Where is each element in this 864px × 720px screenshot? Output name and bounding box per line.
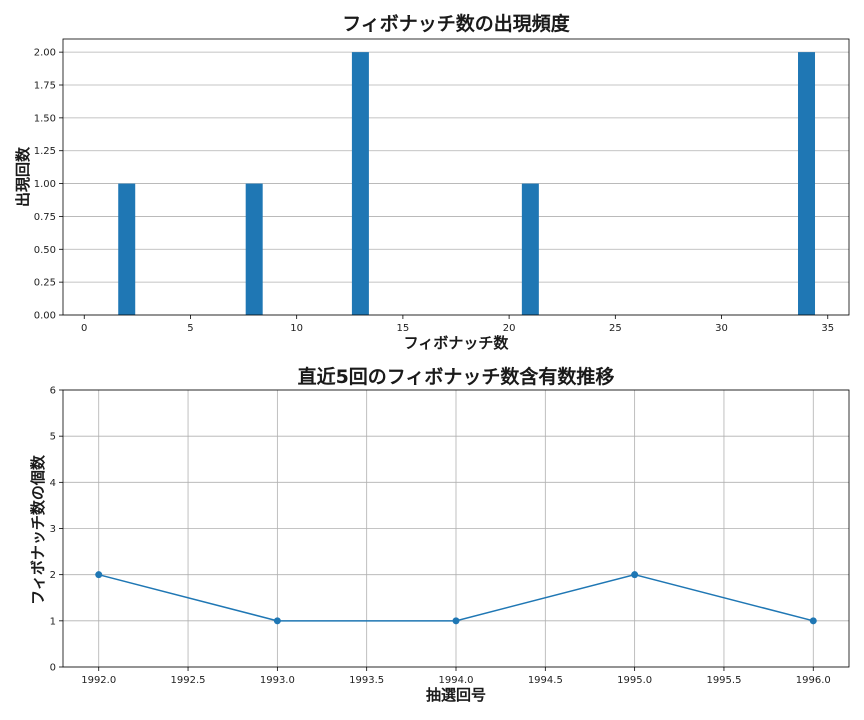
- bar-chart-y-tick-label: 1.75: [34, 81, 56, 92]
- bar-chart-y-tick-label: 1.00: [34, 179, 56, 190]
- bar-chart-y-tick-label: 0.75: [34, 212, 56, 223]
- line-chart-y-tick-label: 1: [50, 616, 56, 627]
- bar-chart-y-tick-label: 2.00: [34, 48, 56, 59]
- bar-chart-plot-frame: [62, 38, 850, 316]
- line-chart-y-tick-label: 5: [50, 432, 56, 443]
- line-chart-x-tick-label: 1994.0: [439, 675, 474, 686]
- bar-chart-x-tick-label: 15: [397, 323, 410, 334]
- line-point-1995: [631, 571, 639, 579]
- bar-chart-y-tick-label: 1.25: [34, 146, 56, 157]
- trend-line-chart: 直近5回のフィボナッチ数含有数推移 1992.0 1992.5 1993.0 1993…: [29, 365, 850, 704]
- bar-chart-x-tick-label: 0: [81, 323, 87, 334]
- bar-chart-y-tick-label: 0.00: [34, 311, 56, 322]
- line-chart-x-tick-label: 1995.0: [617, 675, 652, 686]
- bar-chart-x-tick-label: 10: [290, 323, 303, 334]
- bar-chart-x-tick-label: 5: [187, 323, 193, 334]
- bar-chart-title: フィボナッチ数の出現頻度: [342, 12, 571, 35]
- line-chart-x-axis-label: 抽選回号: [426, 686, 486, 704]
- bar-chart-x-tick-label: 25: [609, 323, 622, 334]
- bar-fib-21: [521, 183, 539, 315]
- bar-chart-y-tick-label: 0.25: [34, 278, 56, 289]
- line-chart-y-tick-label: 0: [50, 663, 56, 674]
- bar-fib-34: [798, 52, 816, 316]
- bar-chart-y-axis-label: 出現回数: [14, 146, 32, 207]
- line-point-1994: [452, 617, 460, 625]
- line-chart-y-tick-label: 6: [50, 386, 56, 397]
- bar-fib-2: [118, 183, 136, 315]
- line-chart-y-tick-label: 4: [50, 478, 56, 489]
- line-chart-x-tick-label: 1992.5: [171, 675, 206, 686]
- bar-chart-x-tick-label: 20: [503, 323, 516, 334]
- line-chart-x-tick-label: 1994.5: [528, 675, 563, 686]
- line-chart-y-axis-label: フィボナッチ数の個数: [29, 454, 47, 605]
- line-point-1993: [273, 617, 281, 625]
- line-chart-y-tick-label: 3: [50, 524, 56, 535]
- line-point-1996: [809, 617, 817, 625]
- bar-chart-y-tick-label: 1.50: [34, 113, 56, 124]
- frequency-bar-chart: フィボナッチ数の出現頻度 0 5 10 15 20 25 30 35 0.00 0.25 0.50…: [14, 12, 850, 352]
- line-chart-title: 直近5回のフィボナッチ数含有数推移: [298, 365, 615, 388]
- bar-chart-y-tick-label: 0.50: [34, 245, 56, 256]
- bar-chart-x-tick-label: 35: [821, 323, 834, 334]
- line-chart-x-tick-label: 1993.5: [349, 675, 384, 686]
- line-chart-x-tick-label: 1993.0: [260, 675, 295, 686]
- bar-fib-8: [245, 183, 263, 315]
- line-chart-x-tick-label: 1992.0: [81, 675, 116, 686]
- line-chart-x-tick-label: 1995.5: [706, 675, 741, 686]
- line-point-1992: [95, 571, 103, 579]
- bar-chart-x-axis-label: フィボナッチ数: [404, 334, 510, 352]
- line-chart-x-tick-label: 1996.0: [796, 675, 831, 686]
- line-chart-y-tick-label: 2: [50, 570, 56, 581]
- bar-fib-13: [351, 52, 369, 316]
- bar-chart-x-tick-label: 30: [715, 323, 728, 334]
